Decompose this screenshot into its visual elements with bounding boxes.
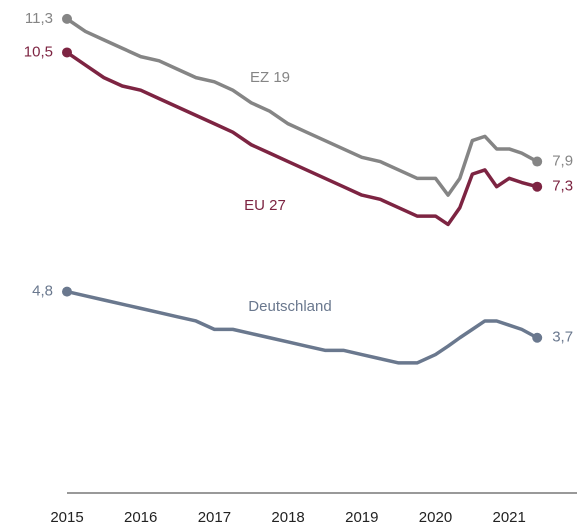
end-point <box>62 13 72 24</box>
series-label: EU 27 <box>244 197 286 214</box>
x-tick-label: 2015 <box>50 509 83 526</box>
end-point <box>62 47 72 58</box>
end-point <box>62 286 72 297</box>
value-label: 7,9 <box>552 153 573 170</box>
end-point <box>532 332 543 343</box>
x-tick-label: 2020 <box>419 509 452 526</box>
value-label: 7,3 <box>552 178 573 195</box>
end-point <box>532 181 543 192</box>
series-line <box>66 289 539 365</box>
x-tick-label: 2017 <box>198 509 231 526</box>
value-label: 10,5 <box>24 43 53 60</box>
x-tick-label: 2019 <box>345 509 378 526</box>
x-tick-label: 2016 <box>124 509 157 526</box>
series-label: EZ 19 <box>250 69 290 86</box>
value-label: 4,8 <box>32 283 53 300</box>
value-label: 11,3 <box>25 10 53 27</box>
x-tick-label: 2018 <box>271 509 304 526</box>
series-label: Deutschland <box>248 298 331 315</box>
value-label: 3,7 <box>552 329 573 346</box>
x-tick-label: 2021 <box>493 509 526 526</box>
series-line <box>66 51 538 227</box>
series-line <box>66 17 539 197</box>
end-point <box>532 156 543 167</box>
